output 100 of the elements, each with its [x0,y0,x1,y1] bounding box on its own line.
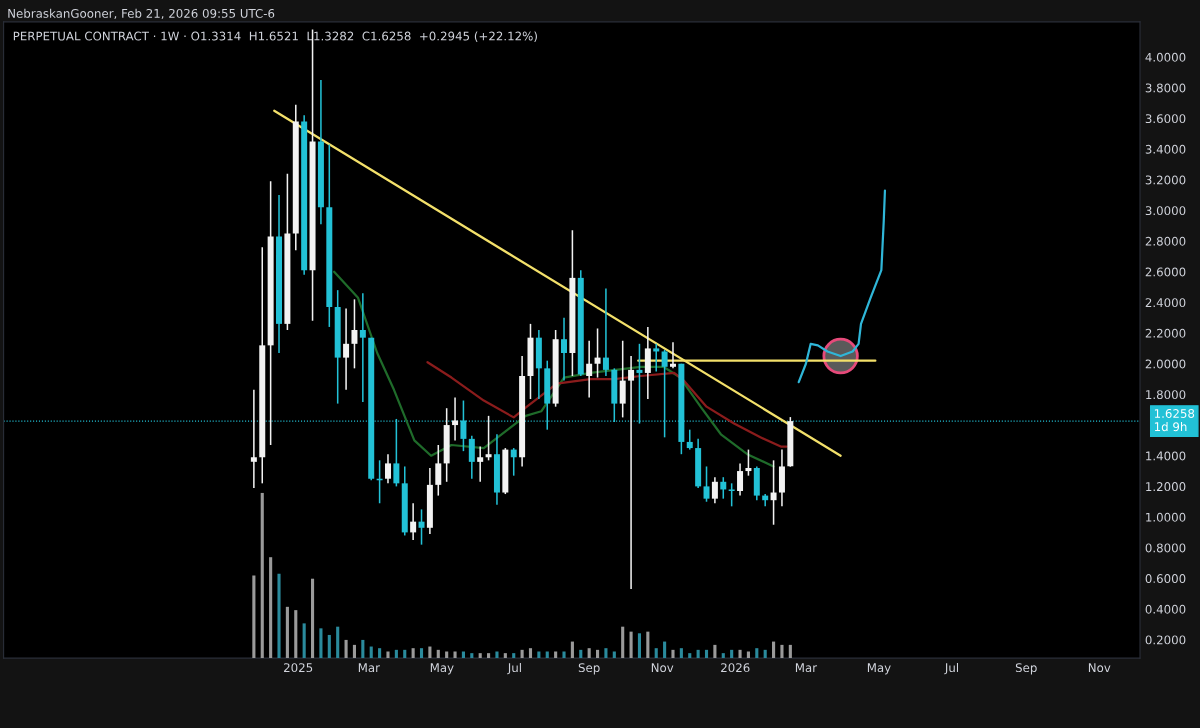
candlestick [250,389,257,489]
candlestick [485,415,492,462]
chart-title: NebraskanGooner, Feb 21, 2026 09:55 UTC-6 [8,8,275,20]
bar [570,641,574,659]
bar [302,623,306,659]
y-tick-label: 3.0000 [1145,206,1186,216]
bar [285,606,289,659]
line-series [426,361,788,448]
bar [713,644,717,659]
candlestick [410,502,417,541]
bar [629,631,633,659]
candlestick [669,341,676,370]
candlestick [418,508,425,546]
x-tick-label: 2025 [284,663,313,673]
y-tick-label: 1.2000 [1146,482,1186,492]
bar [654,648,658,659]
bar [453,651,457,659]
bar [755,648,759,659]
candlestick [435,444,442,497]
candlestick [720,476,727,500]
bar [369,646,373,659]
bar [595,649,600,659]
y-tick-label: 1.0000 [1146,512,1186,522]
x-tick-label: Sep [578,663,600,675]
bar [461,651,465,659]
bar [378,648,382,659]
bar [403,649,407,659]
bar [470,653,474,659]
bar [344,639,348,659]
bar [252,575,256,659]
candlestick [602,287,609,377]
y-tick-label: 1.8000 [1146,390,1186,400]
x-tick-label: Sep [1015,663,1037,675]
y-tick-label: 0.6000 [1145,574,1186,584]
candlestick [561,316,568,382]
x-tick-label: Nov [1088,663,1111,673]
bar [428,646,432,659]
bar [704,649,709,659]
bar [721,653,725,659]
candlestick [745,448,752,477]
bar [394,649,398,659]
bar [646,631,650,659]
bar [772,641,776,659]
bar [352,644,357,659]
x-tick-label: May [867,663,891,675]
y-tick-label: 2.6000 [1145,267,1186,277]
y-tick-label: 2.0000 [1145,359,1186,369]
candlestick [343,307,350,391]
line-series [797,189,887,384]
candlestick [686,428,693,451]
bar [445,651,449,659]
bar [386,651,390,659]
candlestick [619,339,626,419]
bar [671,649,675,659]
candlestick [770,459,777,526]
y-tick-label: 2.8000 [1145,236,1186,246]
candlestick [384,453,391,485]
y-tick-label: 0.8000 [1145,543,1186,553]
bar [436,649,440,659]
bar [294,610,298,659]
bar [554,651,558,659]
bar [579,649,583,659]
bar [738,649,742,659]
y-tick-label: 3.6000 [1145,114,1186,124]
candlestick [728,482,735,508]
bar [663,641,667,659]
x-tick-label: Jul [944,662,959,675]
bar [587,648,591,659]
candlestick [452,396,459,442]
ref-line-label: 1.6258 1d 9h [1154,409,1195,432]
bar [411,648,415,659]
y-tick-label: 0.2000 [1145,635,1186,645]
x-tick-label: Mar [358,663,380,673]
y-tick-label: 3.8000 [1145,83,1186,93]
y-tick-label: 4.0000 [1145,52,1186,62]
bar [512,653,516,659]
candlestick [351,298,358,370]
candlestick [737,462,744,497]
candlestick [586,339,593,399]
y-tick-label: 1.4000 [1146,451,1186,461]
candlestick [477,445,484,483]
bar [336,626,340,659]
bar [746,651,750,659]
bar [487,653,491,659]
bar [419,648,424,659]
x-tick-label: May [430,663,454,675]
bar [503,653,507,659]
bar [679,648,683,659]
bar [478,653,482,659]
bar [604,648,608,659]
bar [788,644,792,659]
x-tick-label: 2026 [721,663,750,673]
y-tick-label: 2.2000 [1145,328,1186,338]
x-tick-label: Nov [651,663,674,673]
y-tick-label: 3.2000 [1145,175,1186,185]
line-series [332,270,775,468]
bar [763,649,767,659]
bar [327,634,331,659]
bar [319,628,323,659]
bar [260,492,264,659]
